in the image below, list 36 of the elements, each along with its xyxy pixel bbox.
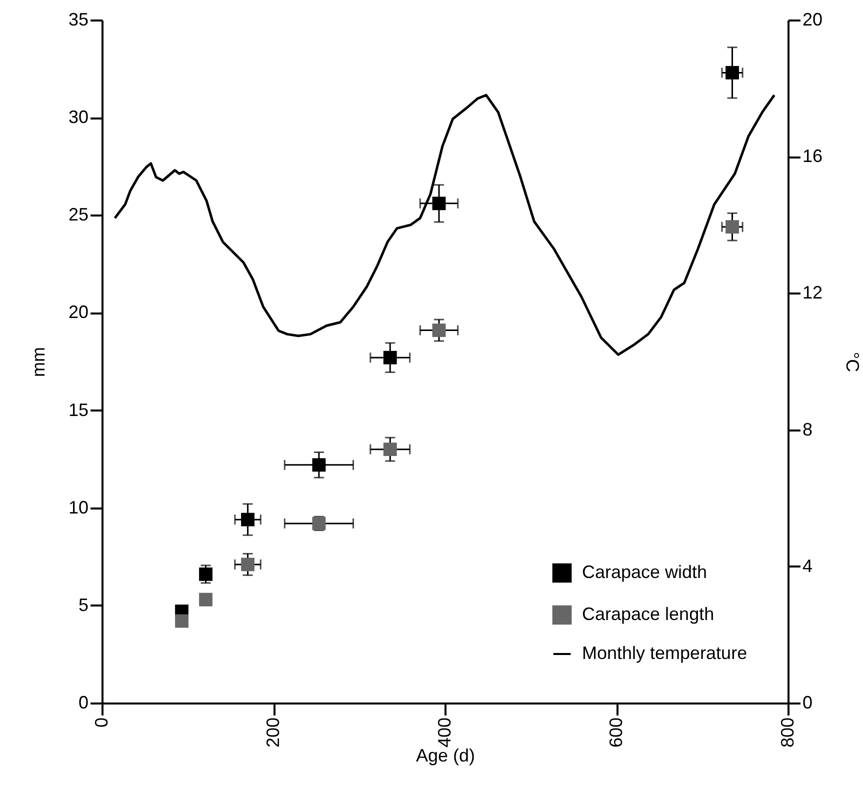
x-tick-label: 0 xyxy=(92,718,112,728)
point xyxy=(726,66,739,80)
y-axis-title: mm xyxy=(28,347,48,377)
legend-label: Monthly temperature xyxy=(582,643,748,663)
x-tick-label: 600 xyxy=(606,718,626,748)
legend-label: Carapace length xyxy=(582,604,714,624)
y-tick-label: 25 xyxy=(68,204,88,225)
point xyxy=(432,196,446,210)
point xyxy=(383,350,397,364)
y-tick-label: 35 xyxy=(68,10,88,30)
y2-tick-label: 20 xyxy=(802,10,823,30)
y-tick-label: 20 xyxy=(68,302,88,322)
y-tick-label: 30 xyxy=(68,107,88,128)
y2-tick-label: 12 xyxy=(802,282,823,303)
line-series xyxy=(114,94,776,356)
y2-axis-title: °C xyxy=(842,352,863,372)
x-tick-label: 400 xyxy=(434,718,454,748)
y-tick-label: 5 xyxy=(78,594,88,615)
y-tick-label: 0 xyxy=(78,692,88,712)
x-tick-label: 800 xyxy=(778,718,798,748)
point xyxy=(312,458,326,472)
point xyxy=(432,324,446,337)
point xyxy=(726,220,739,234)
y2-tick-label: 4 xyxy=(802,556,813,576)
point xyxy=(175,614,188,628)
point xyxy=(383,442,397,456)
point xyxy=(199,568,212,581)
y-tick-label: 10 xyxy=(68,497,88,518)
point xyxy=(241,512,254,526)
legend-label: Carapace width xyxy=(582,562,708,582)
y-tick-label: 15 xyxy=(68,400,88,420)
x-tick-label: 200 xyxy=(263,718,283,748)
point xyxy=(241,558,254,572)
y2-tick-label: 0 xyxy=(802,692,813,712)
y2-tick-label: 16 xyxy=(802,146,823,166)
y2-tick-label: 8 xyxy=(802,419,813,440)
